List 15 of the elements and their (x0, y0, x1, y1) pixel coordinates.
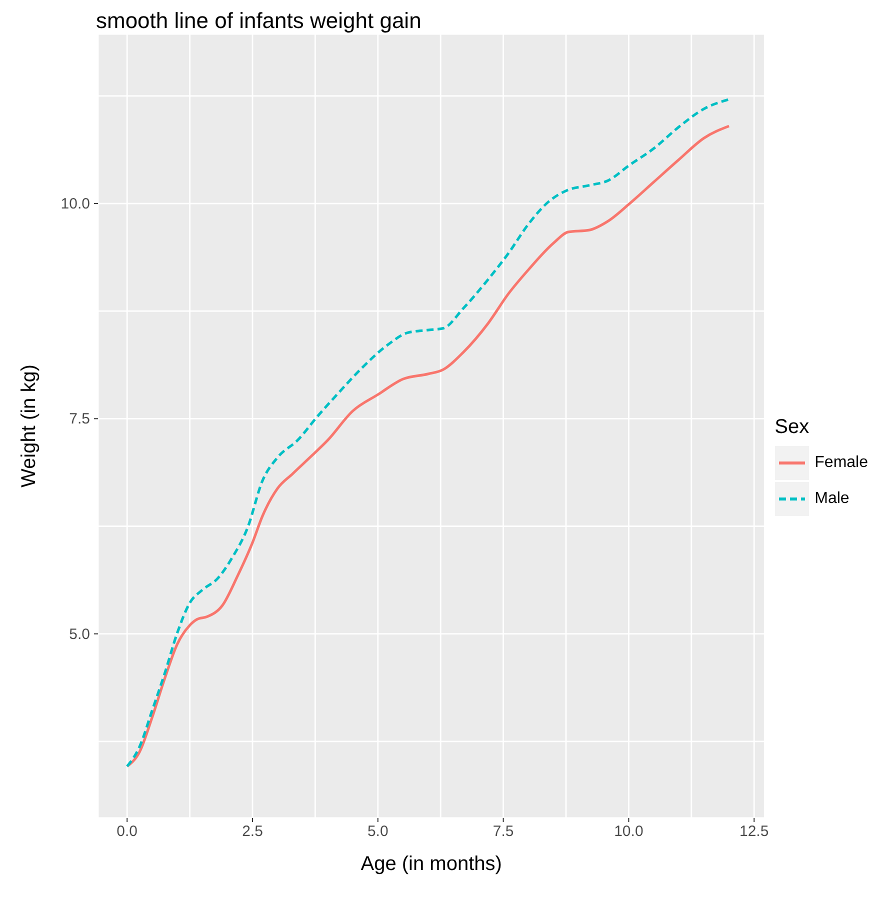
x-tick-label: 10.0 (614, 823, 644, 840)
legend-label: Male (814, 490, 850, 508)
x-tick-label: 7.5 (492, 823, 514, 840)
y-tick-label: 7.5 (69, 410, 90, 428)
x-tick-label: 2.5 (242, 823, 263, 840)
y-tick-label: 5.0 (69, 626, 90, 643)
legend-label: Female (814, 454, 868, 472)
x-tick-label: 0.0 (116, 823, 138, 840)
x-tick-label: 5.0 (367, 823, 388, 840)
x-tick-label: 12.5 (740, 823, 769, 840)
y-axis-title: Weight (in kg) (18, 364, 40, 488)
chart-title: smooth line of infants weight gain (95, 8, 422, 34)
y-tick-label: 10.0 (60, 196, 90, 213)
legend-title: Sex (774, 416, 810, 438)
x-axis-title: Age (in months) (360, 853, 502, 875)
